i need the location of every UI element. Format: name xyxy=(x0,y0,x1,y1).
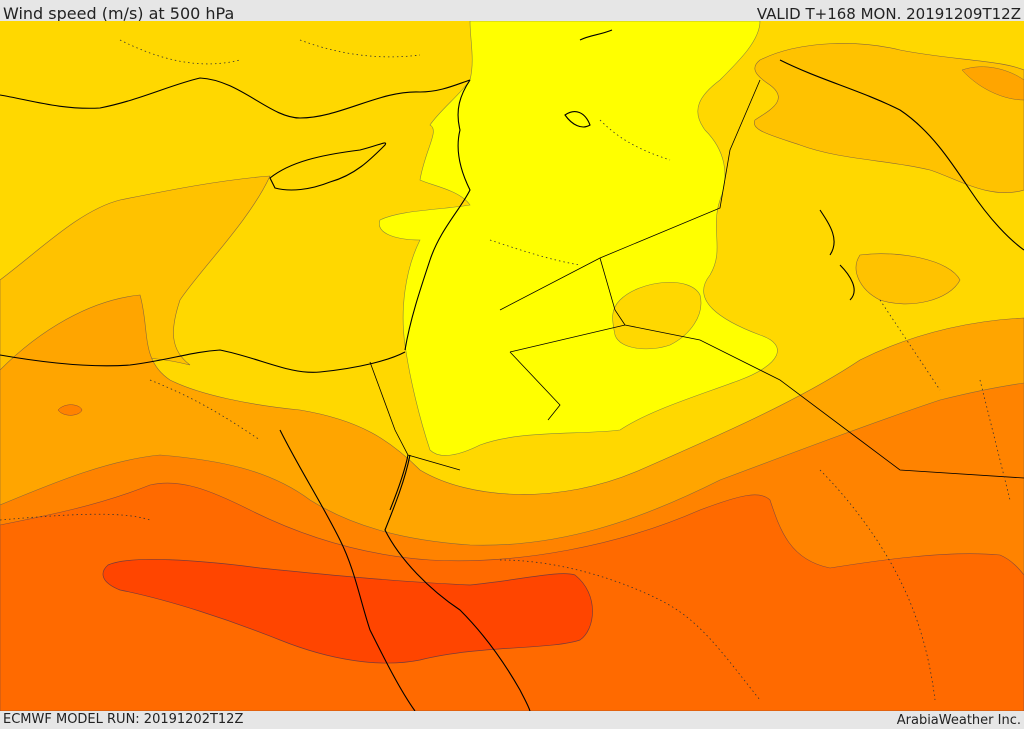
coastline-cyprus xyxy=(269,142,387,191)
admin-line-7 xyxy=(119,39,241,65)
map-title: Wind speed (m/s) at 500 hPa xyxy=(3,4,235,23)
admin-line-6 xyxy=(489,239,581,266)
blob-orange-west xyxy=(57,404,83,416)
admin-line-4 xyxy=(819,469,936,701)
blob-gold-center xyxy=(612,281,702,350)
admin-line-2 xyxy=(0,513,151,521)
coastline-caspian-hint xyxy=(579,29,613,41)
footer-bar: ECMWF MODEL RUN: 20191202T12Z ArabiaWeat… xyxy=(0,711,1024,729)
coastline-lake-van xyxy=(564,111,591,128)
coastline-red-sea-east xyxy=(384,454,531,711)
admin-line-1 xyxy=(149,379,261,441)
coastline-turkey-south xyxy=(0,77,471,119)
header-bar: Wind speed (m/s) at 500 hPa VALID T+168 … xyxy=(0,0,1024,23)
blob-orange-ne xyxy=(961,66,1024,101)
band-darkest xyxy=(102,559,593,664)
border-jordan-box xyxy=(509,351,561,421)
admin-line-10 xyxy=(979,379,1011,501)
credit-label: ArabiaWeather Inc. xyxy=(896,713,1021,728)
border-sinai xyxy=(369,361,461,471)
band-lightest xyxy=(379,21,778,456)
coastline-levant xyxy=(404,79,471,351)
valid-time: VALID T+168 MON. 20191209T12Z xyxy=(756,5,1021,23)
blob-gold-ne xyxy=(753,43,1024,194)
border-syria-iraq xyxy=(599,257,626,326)
coastline-egypt-north xyxy=(0,349,406,373)
coastline-red-sea-west xyxy=(279,429,416,711)
admin-line-5 xyxy=(599,119,671,161)
admin-line-9 xyxy=(879,299,941,391)
coastline-zagros xyxy=(779,59,1024,251)
border-iraq-saudi xyxy=(499,79,761,311)
wind-speed-map xyxy=(0,21,1024,711)
admin-line-3 xyxy=(499,559,761,701)
blob-gold-east xyxy=(855,253,961,305)
admin-line-8 xyxy=(299,39,421,58)
model-run-label: ECMWF MODEL RUN: 20191202T12Z xyxy=(3,712,244,727)
coastline-gulf-of-aqaba xyxy=(389,454,409,511)
coastline-persian-gulf xyxy=(819,209,855,301)
